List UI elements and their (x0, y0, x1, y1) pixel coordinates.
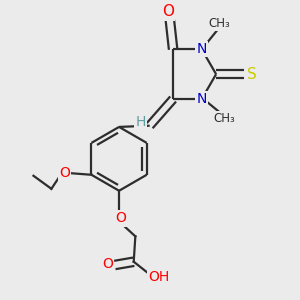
Text: O: O (102, 257, 113, 271)
Text: N: N (196, 92, 207, 106)
Text: O: O (162, 4, 174, 20)
Text: H: H (135, 116, 146, 129)
Text: O: O (59, 166, 70, 179)
Text: S: S (247, 67, 257, 82)
Text: OH: OH (148, 270, 169, 284)
Text: N: N (196, 42, 207, 56)
Text: CH₃: CH₃ (213, 112, 235, 125)
Text: CH₃: CH₃ (209, 17, 231, 30)
Text: O: O (115, 212, 126, 225)
